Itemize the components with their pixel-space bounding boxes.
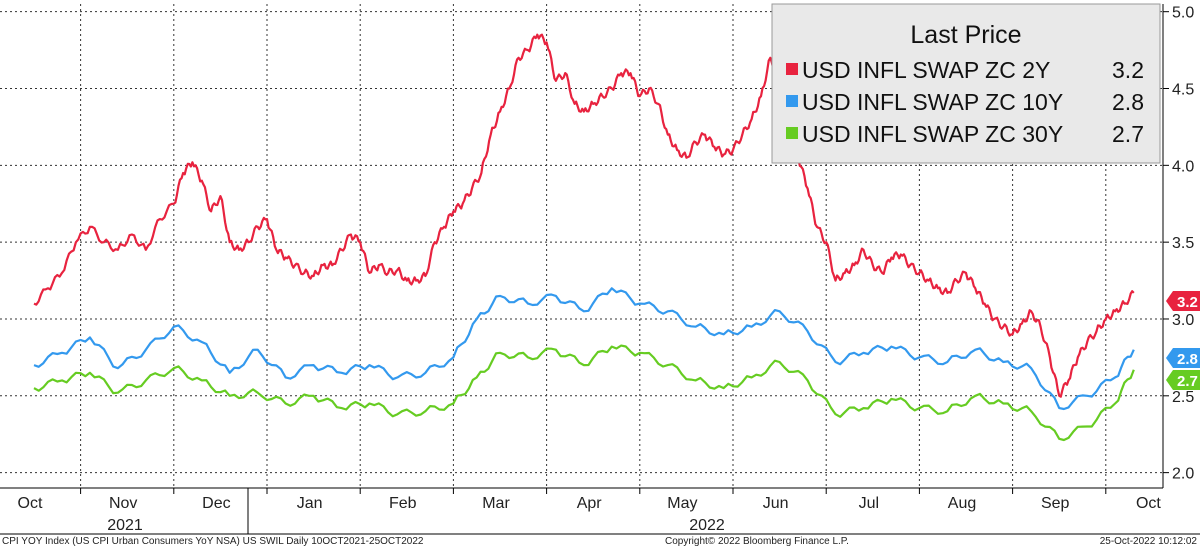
y-tick-label: 4.0 — [1172, 158, 1194, 175]
tag-shape — [1166, 291, 1200, 311]
legend-box — [771, 3, 1161, 164]
y-axis: 2.0 2.5 3.0 3.5 4.0 4.5 5.0 — [1163, 5, 1194, 483]
year-label: 2021 — [107, 517, 143, 534]
footer-timestamp: 25-Oct-2022 10:12:02 — [1100, 536, 1198, 547]
x-month-label: Dec — [202, 495, 230, 512]
x-month-label: Apr — [577, 495, 603, 512]
series-line-10y — [33, 287, 1135, 411]
footer-source: CPI YOY Index (US CPI Urban Consumers Yo… — [2, 536, 424, 547]
x-month-label: Sep — [1041, 495, 1070, 512]
legend-swatch — [786, 127, 798, 139]
legend-label: USD INFL SWAP ZC 30Y — [802, 121, 1063, 147]
x-month-label: May — [667, 495, 697, 512]
last-value-tag: 3.2 — [1166, 291, 1200, 311]
x-month-label: Nov — [109, 495, 137, 512]
y-tick-label: 5.0 — [1172, 5, 1194, 22]
plot-frame — [0, 4, 1200, 535]
legend-value: 2.7 — [1112, 121, 1144, 147]
x-month-label: Oct — [1136, 495, 1161, 512]
y-tick-label: 4.5 — [1172, 82, 1194, 99]
footer: CPI YOY Index (US CPI Urban Consumers Yo… — [2, 536, 1197, 547]
year-label: 2022 — [689, 517, 725, 534]
legend-label: USD INFL SWAP ZC 10Y — [802, 89, 1063, 115]
x-month-label: Mar — [482, 495, 510, 512]
series-layer — [33, 33, 1135, 442]
tag-shape — [1166, 348, 1200, 368]
series-line-30y — [33, 344, 1135, 442]
tag-shape — [1166, 370, 1200, 390]
legend-label: USD INFL SWAP ZC 2Y — [802, 57, 1050, 83]
last-value-tags: 3.2 2.8 2.7 — [1166, 291, 1200, 390]
series-line-2y — [33, 33, 1135, 398]
legend-value: 3.2 — [1112, 57, 1144, 83]
legend-swatch — [786, 63, 798, 75]
legend-swatch — [786, 95, 798, 107]
legend-entry: USD INFL SWAP ZC 10Y 2.8 — [786, 89, 1144, 115]
legend-entry: USD INFL SWAP ZC 2Y 3.2 — [786, 57, 1144, 83]
tag-value: 2.8 — [1177, 351, 1198, 368]
legend-title: Last Price — [910, 21, 1021, 49]
footer-copyright: Copyright© 2022 Bloomberg Finance L.P. — [665, 536, 849, 547]
legend-entry: USD INFL SWAP ZC 30Y 2.7 — [786, 121, 1144, 147]
x-month-label: Aug — [948, 495, 976, 512]
last-value-tag: 2.7 — [1166, 370, 1200, 390]
x-month-label: Feb — [389, 495, 417, 512]
legend-value: 2.8 — [1112, 89, 1144, 115]
legend-entries: USD INFL SWAP ZC 2Y 3.2 USD INFL SWAP ZC 1… — [786, 57, 1144, 147]
last-value-tag: 2.8 — [1166, 348, 1200, 368]
x-month-label: Jan — [297, 495, 323, 512]
y-tick-label: 2.5 — [1172, 389, 1194, 406]
x-month-label: Jun — [763, 495, 789, 512]
y-tick-label: 3.0 — [1172, 312, 1194, 329]
x-month-label: Oct — [18, 495, 43, 512]
y-tick-label: 2.0 — [1172, 466, 1194, 483]
x-axis: Oct Nov Dec Jan Feb Mar Apr May Jun Jul Aug Sep Oct 2… — [18, 488, 1161, 534]
x-month-label: Jul — [859, 495, 879, 512]
tag-value: 3.2 — [1177, 294, 1198, 311]
y-tick-label: 3.5 — [1172, 235, 1194, 252]
tag-value: 2.7 — [1177, 373, 1198, 390]
